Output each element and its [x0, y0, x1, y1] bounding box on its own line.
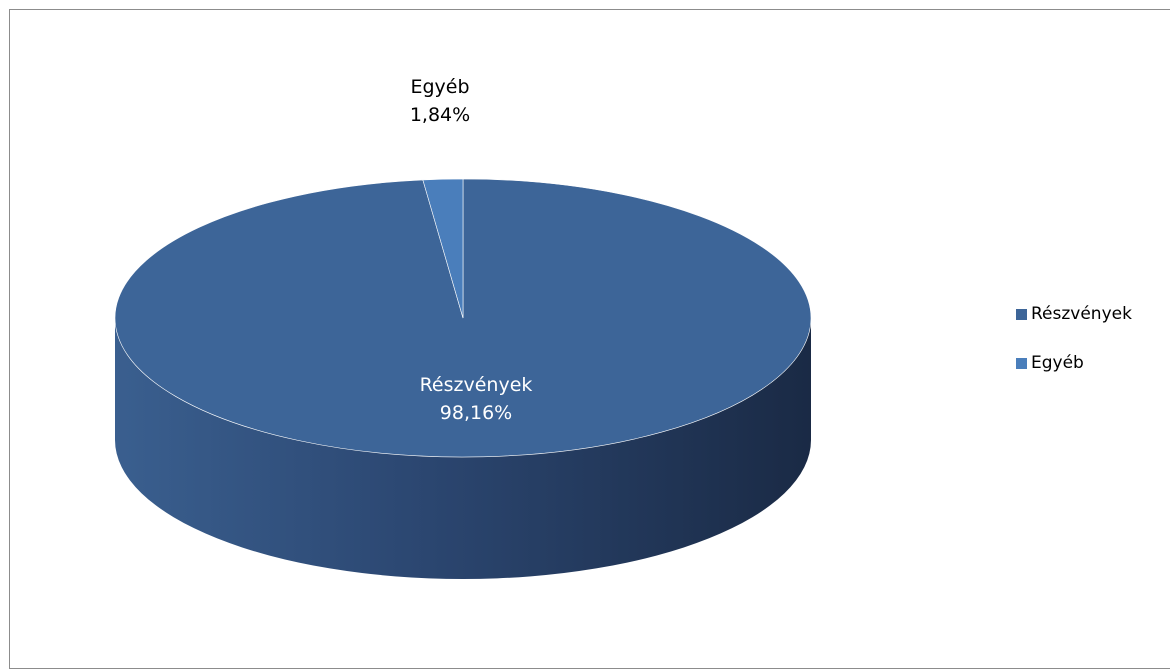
pie-side-wall	[115, 318, 811, 579]
legend-label-reszvenyek: Részvények	[1031, 304, 1132, 324]
legend: Részvények Egyéb	[1016, 303, 1132, 401]
slice-label-value-egyeb: 1,84%	[410, 104, 470, 126]
legend-swatch-egyeb	[1016, 357, 1027, 369]
legend-item-reszvenyek: Részvények	[1016, 303, 1132, 325]
pie-slice-egyeb	[422, 178, 464, 319]
slice-label-name-reszvenyek: Részvények	[420, 374, 533, 396]
legend-swatch-reszvenyek	[1016, 308, 1027, 320]
legend-label-egyeb: Egyéb	[1031, 353, 1084, 373]
legend-item-egyeb: Egyéb	[1016, 352, 1132, 374]
slice-label-value-reszvenyek: 98,16%	[440, 402, 512, 424]
slice-label-name-egyeb: Egyéb	[410, 76, 469, 98]
